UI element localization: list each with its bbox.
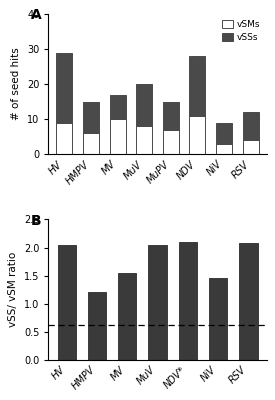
Bar xyxy=(57,245,76,360)
Bar xyxy=(83,133,99,154)
Bar xyxy=(216,123,232,144)
Bar xyxy=(110,94,126,119)
Bar xyxy=(243,112,259,140)
Y-axis label: vSS/ vSM ratio: vSS/ vSM ratio xyxy=(8,252,18,327)
Bar xyxy=(239,243,258,360)
Bar xyxy=(136,84,152,126)
Bar xyxy=(243,140,259,154)
Y-axis label: # of seed hits: # of seed hits xyxy=(12,48,21,120)
Bar xyxy=(163,130,179,154)
Bar xyxy=(118,273,136,360)
Bar xyxy=(136,126,152,154)
Text: B: B xyxy=(31,214,42,228)
Bar xyxy=(216,144,232,154)
Bar xyxy=(88,292,106,360)
Bar xyxy=(148,245,167,360)
Bar xyxy=(189,56,205,116)
Bar xyxy=(83,102,99,133)
Bar xyxy=(56,52,72,123)
Bar xyxy=(209,278,227,360)
Bar xyxy=(189,116,205,154)
Bar xyxy=(110,119,126,154)
Text: A: A xyxy=(31,8,42,22)
Bar xyxy=(163,102,179,130)
Legend: vSMs, vSSs: vSMs, vSSs xyxy=(221,18,262,44)
Bar xyxy=(56,123,72,154)
Bar xyxy=(179,242,197,360)
